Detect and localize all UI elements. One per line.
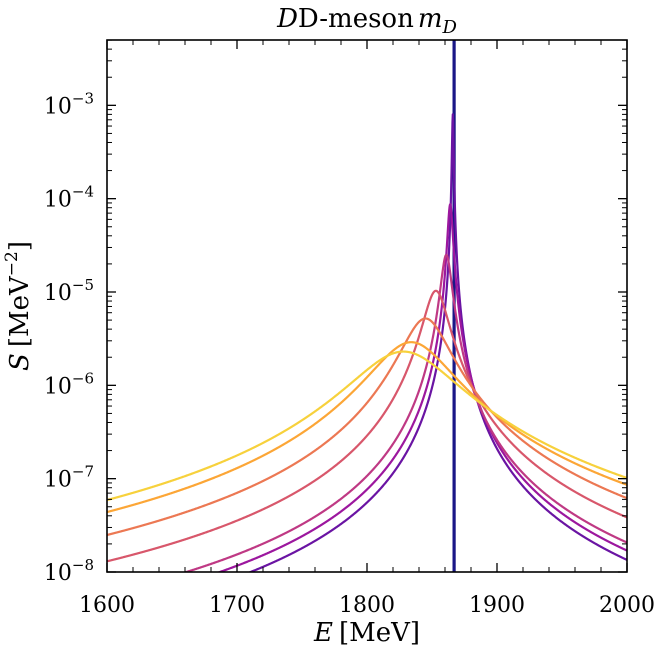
y-tick-labels: 10−8 10−7 10−6 10−5 10−4 10−3 [44,89,94,586]
x-tick-label: 2000 [599,593,655,618]
y-axis-title: S [MeV−2] [2,241,35,371]
y-axis-unit-close: ] [5,241,35,251]
y-tick-label: 10−4 [44,183,94,213]
plot-frame [106,39,628,573]
y-tick-label: 10−3 [44,89,94,119]
series-line-1 [247,113,627,572]
y-tick-label: 10−8 [44,556,94,586]
series-line-5 [107,317,627,537]
title-d-letter: D [276,4,298,34]
x-tick-label: 1600 [79,593,135,618]
x-axis-title: E [MeV] [313,618,420,648]
y-axis-unit-exponent: −2 [2,251,22,276]
series-line-2 [216,203,627,572]
series-line-3 [182,253,627,572]
x-tick-label: 1800 [339,593,395,618]
chart-title: DD-meson mD [276,4,457,38]
title-math-subscript: D [441,17,457,38]
y-tick-label: 10−5 [44,276,94,306]
x-tick-label: 1700 [209,593,265,618]
y-axis-unit-base: [MeV [5,275,35,347]
title-math-m: m [418,4,443,34]
x-tick-label: 1900 [469,593,525,618]
series-line-4 [107,289,627,563]
y-tick-label: 10−6 [44,369,94,399]
y-axis-title-group: S [MeV−2] [2,241,35,371]
y-tick-label: 10−7 [44,463,94,493]
x-axis-symbol: E [313,618,333,648]
series-group [107,40,627,572]
x-axis-unit: [MeV] [339,618,420,648]
title-text: D-meson [298,4,414,34]
y-axis-symbol: S [5,353,35,371]
series-line-7 [107,350,627,502]
x-tick-labels: 1600 1700 1800 1900 2000 [79,593,655,618]
tick-marks [106,39,628,573]
series-line-6 [107,341,627,514]
